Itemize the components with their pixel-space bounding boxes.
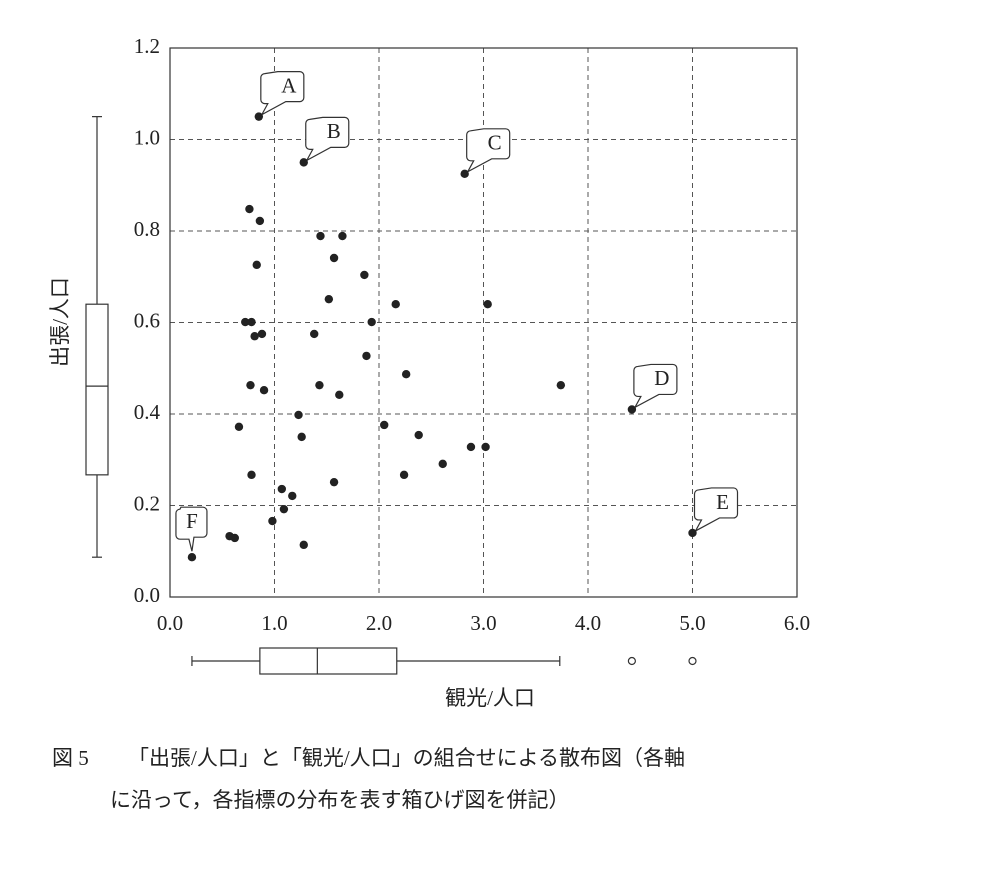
point (329, 477, 339, 487)
point (297, 432, 306, 442)
y-tick-label: 1.0 (134, 125, 160, 149)
y-tick-label: 0.6 (134, 308, 160, 332)
point (268, 516, 277, 526)
y-tick-label: 0.2 (134, 491, 160, 515)
point (241, 317, 250, 327)
point (252, 260, 261, 270)
caption-number: 図 5 (52, 746, 89, 770)
point (414, 430, 423, 440)
plot-frame (169, 47, 798, 598)
y-axis-label: 出張/人口 (48, 277, 72, 367)
point (187, 552, 197, 562)
caption-line: に沿って，各指標の分布を表す箱ひげ図を併記） (110, 788, 569, 812)
point (380, 420, 389, 430)
point-label: E (716, 490, 729, 514)
point (247, 317, 256, 327)
point (279, 504, 289, 514)
point (246, 380, 255, 390)
point (234, 422, 244, 432)
point (401, 369, 411, 379)
point (627, 405, 637, 414)
point (335, 390, 344, 399)
point-label: D (654, 366, 669, 390)
point (316, 231, 325, 241)
outlier (627, 656, 636, 666)
point (277, 484, 287, 494)
point (481, 442, 490, 452)
point (466, 442, 476, 452)
point-label: B (327, 119, 341, 143)
point (360, 270, 369, 280)
point (255, 216, 265, 226)
point (299, 158, 308, 167)
caption-line: 「出張/人口」と「観光/人口」の組合せによる散布図（各軸 (128, 746, 685, 770)
point (310, 329, 319, 339)
point-label: F (186, 509, 198, 533)
point-label: A (281, 73, 297, 97)
point (688, 528, 697, 538)
x-tick-label: 6.0 (784, 611, 810, 635)
y-tick-label: 0.4 (134, 400, 161, 424)
y-tick-label: 0.0 (134, 583, 160, 607)
box (259, 647, 398, 675)
point (254, 112, 264, 121)
point (299, 540, 308, 550)
box (85, 303, 109, 476)
y-tick-label: 0.8 (134, 217, 160, 241)
point (288, 491, 297, 501)
point (324, 294, 334, 304)
point (391, 300, 400, 309)
point (257, 329, 267, 339)
point (362, 351, 371, 361)
point (399, 470, 409, 480)
point (329, 253, 339, 263)
x-tick-label: 1.0 (261, 611, 287, 635)
x-axis-label: 観光/人口 (445, 686, 535, 710)
callout (175, 506, 208, 552)
point (259, 386, 269, 395)
point-label: C (488, 131, 502, 155)
point (338, 231, 347, 241)
point (247, 470, 256, 480)
x-tick-label: 2.0 (366, 611, 392, 635)
outlier (688, 656, 697, 666)
y-tick-label: 1.2 (134, 34, 160, 58)
point (315, 380, 324, 390)
point (367, 317, 376, 327)
point (230, 533, 239, 543)
point (556, 380, 566, 390)
x-tick-label: 0.0 (157, 611, 183, 635)
point (250, 332, 259, 341)
point (294, 410, 303, 420)
x-tick-label: 3.0 (470, 611, 496, 635)
point (245, 204, 254, 214)
point (460, 169, 469, 179)
point (438, 459, 447, 469)
x-tick-label: 4.0 (575, 611, 601, 635)
point (483, 300, 492, 309)
x-tick-label: 5.0 (679, 611, 705, 635)
